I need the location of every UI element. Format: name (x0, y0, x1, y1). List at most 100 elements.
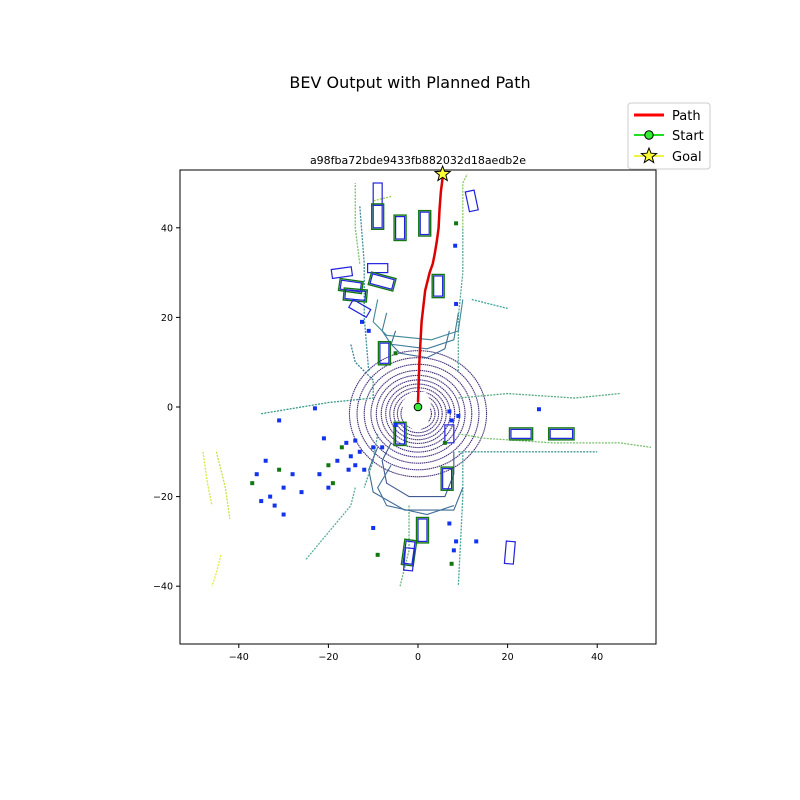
object-marker (454, 539, 459, 544)
object-marker (380, 445, 385, 450)
object-marker (281, 512, 286, 517)
legend-start-swatch (644, 130, 654, 140)
object-box (418, 209, 432, 237)
object-box-outline (347, 298, 372, 319)
object-box (402, 547, 416, 572)
object-box-match (431, 273, 445, 299)
object-marker (344, 440, 349, 445)
object-marker (447, 409, 452, 414)
object-marker (312, 406, 317, 411)
legend-goal-label: Goal (672, 150, 702, 165)
lidar-road-edge (305, 487, 356, 560)
object-box (347, 298, 372, 319)
lidar-road-edge (202, 451, 213, 506)
lidar-road-edge (457, 451, 464, 587)
object-marker (281, 485, 286, 490)
lidar-contour (381, 442, 455, 498)
goal-marker (433, 164, 452, 182)
start-marker (413, 402, 423, 412)
lidar-contour (372, 299, 464, 341)
legend: Path Start Goal (627, 102, 711, 170)
object-box (508, 427, 534, 441)
object-box-outline (372, 182, 383, 206)
lidar-contour (368, 447, 464, 511)
object-marker (353, 463, 358, 468)
lidar-road-edge (354, 183, 361, 264)
object-box-match (367, 271, 397, 292)
object-box-match (415, 516, 430, 544)
legend-goal-swatch (640, 146, 658, 164)
object-marker (299, 490, 304, 495)
object-marker (371, 445, 376, 450)
object-box (393, 214, 407, 242)
object-box-outline (344, 289, 367, 301)
object-marker (393, 422, 398, 427)
object-box-match (377, 340, 392, 366)
lidar-contour (381, 312, 459, 350)
object-box-outline (510, 428, 532, 439)
object-marker (362, 467, 367, 472)
object-box (464, 189, 479, 213)
y-tick-label: −20 (153, 492, 173, 503)
object-marker (290, 472, 295, 477)
axes-title: a98fba72bde9433fb882032d18aedb2e (310, 154, 526, 167)
object-marker (371, 525, 376, 530)
plot-area (202, 173, 652, 587)
y-tick-label: −40 (153, 582, 173, 593)
lidar-road-edge (458, 392, 620, 399)
lidar-contour (390, 330, 450, 359)
object-marker (254, 472, 259, 477)
lidar-road-edge (462, 173, 468, 228)
x-axis-ticks: −40 −20 0 20 40 (229, 644, 603, 663)
detected-object-boxes (330, 182, 575, 572)
object-marker (474, 539, 479, 544)
lidar-road-edges (202, 173, 652, 587)
object-marker (263, 458, 268, 463)
object-marker (393, 351, 398, 356)
object-marker (451, 548, 456, 553)
lidar-road-edge (211, 554, 222, 587)
object-box-outline (394, 216, 406, 240)
object-marker (335, 458, 340, 463)
lidar-road-edge (359, 205, 370, 372)
object-marker (449, 418, 454, 423)
object-box-outline (549, 428, 574, 439)
lidar-road-edge (457, 227, 464, 372)
object-box-outline (442, 467, 453, 490)
object-box (372, 182, 383, 206)
object-marker (346, 467, 351, 472)
object-marker (317, 472, 322, 477)
object-box-match (400, 538, 418, 567)
object-box-match (440, 466, 454, 491)
object-box-outline (503, 540, 516, 565)
object-box-match (393, 214, 407, 242)
object-marker (536, 407, 541, 412)
y-tick-label: 0 (167, 403, 173, 414)
object-marker (339, 445, 344, 450)
object-box-outline (417, 518, 428, 543)
object-marker (447, 521, 452, 526)
object-box (431, 273, 445, 299)
x-tick-label: 20 (502, 652, 514, 663)
object-marker (277, 467, 282, 472)
object-marker (449, 561, 454, 566)
object-box-match (508, 427, 534, 441)
object-box-match (393, 421, 407, 447)
figure-title: BEV Output with Planned Path (289, 73, 530, 92)
object-box-outline (366, 263, 389, 274)
lidar-road-edge (363, 433, 379, 488)
lidar-contour (377, 464, 455, 516)
object-marker (454, 301, 459, 306)
object-box (503, 540, 516, 565)
x-tick-label: 0 (415, 652, 421, 663)
object-box (367, 271, 397, 292)
object-marker (330, 481, 335, 486)
object-box (377, 340, 392, 366)
object-box-match (370, 203, 385, 231)
object-marker (454, 221, 459, 226)
x-tick-label: 40 (591, 652, 603, 663)
object-box (342, 287, 369, 303)
legend-path-label: Path (672, 109, 701, 124)
object-marker (250, 481, 255, 486)
